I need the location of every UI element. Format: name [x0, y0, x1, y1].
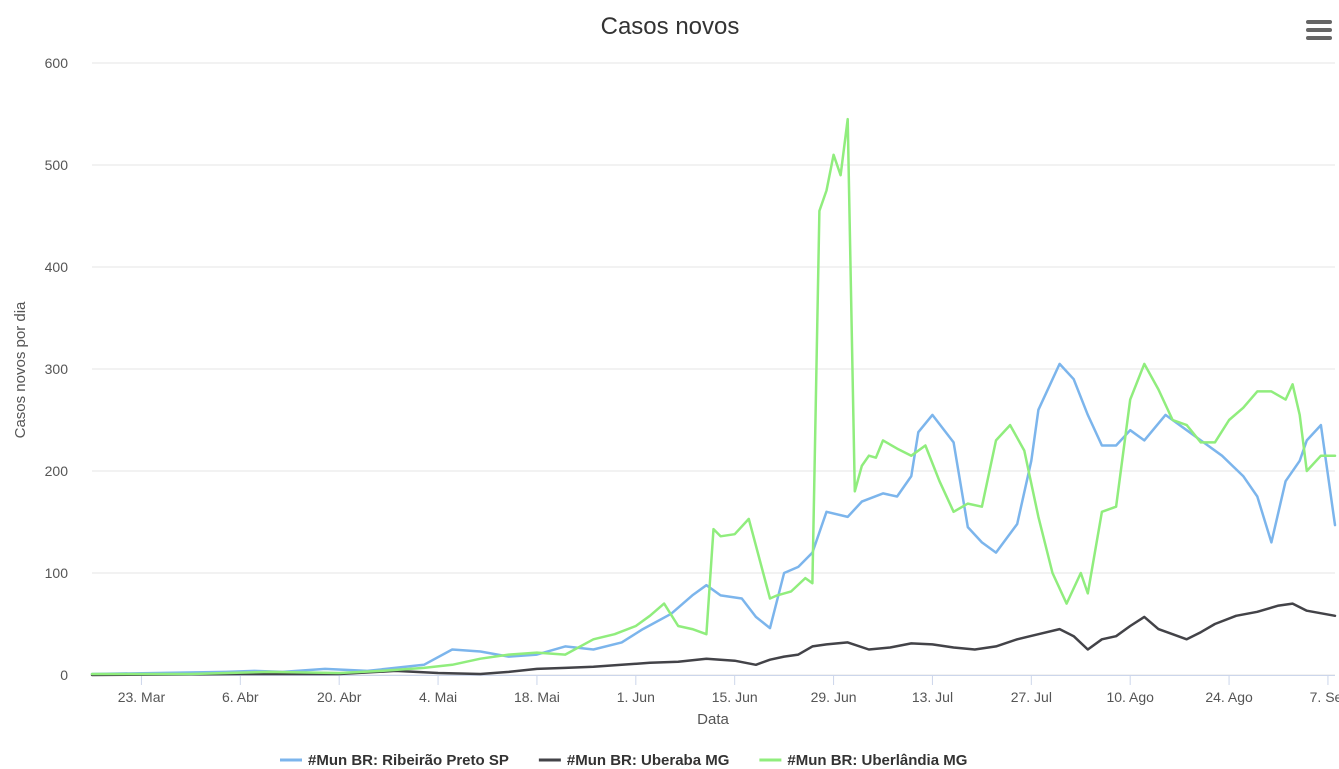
series-lines: [90, 117, 1337, 677]
y-tick-label: 200: [45, 463, 69, 479]
series-line-2: [90, 117, 1337, 676]
legend-item-label: #Mun BR: Ribeirão Preto SP: [308, 752, 509, 769]
y-tick-label: 0: [60, 667, 68, 683]
x-tick-label: 15. Jun: [712, 689, 758, 705]
y-tick-label: 600: [45, 55, 69, 71]
y-axis-ticks: 0 100 200 300 400 500 600: [45, 55, 69, 683]
chart-title: Casos novos: [601, 13, 740, 40]
x-tick-label: 23. Mar: [118, 689, 166, 705]
x-axis-title: Data: [697, 711, 729, 728]
series-line-1: [90, 602, 1337, 677]
y-tick-label: 100: [45, 565, 69, 581]
x-tick-label: 20. Abr: [317, 689, 362, 705]
x-tick-label: 27. Jul: [1011, 689, 1052, 705]
x-tick-label: 1. Jun: [617, 689, 655, 705]
y-tick-label: 400: [45, 259, 69, 275]
series-line-0: [90, 362, 1337, 676]
x-tick-label: 10. Ago: [1106, 689, 1154, 705]
x-tick-label: 24. Ago: [1205, 689, 1253, 705]
y-tick-label: 500: [45, 157, 69, 173]
x-tick-label: 29. Jun: [811, 689, 857, 705]
y-axis-title: Casos novos por dia: [12, 301, 29, 438]
y-tick-label: 300: [45, 361, 69, 377]
x-axis: 23. Mar 6. Abr 20. Abr 4. Mai 18. Mai 1. Jun 1…: [92, 675, 1339, 705]
x-tick-label: 18. Mai: [514, 689, 560, 705]
x-tick-label: 4. Mai: [419, 689, 457, 705]
legend[interactable]: #Mun BR: Ribeirão Preto SP #Mun BR: Ubera…: [280, 752, 967, 769]
grid-lines: [92, 62, 1335, 676]
legend-item-label: #Mun BR: Uberaba MG: [567, 752, 730, 769]
x-tick-label: 13. Jul: [912, 689, 953, 705]
legend-item-label: #Mun BR: Uberlândia MG: [787, 752, 967, 769]
hamburger-menu-icon: [1306, 20, 1332, 24]
chart-menu-button[interactable]: [1306, 20, 1332, 44]
x-tick-label: 6. Abr: [222, 689, 259, 705]
x-tick-label: 7. Set: [1310, 689, 1339, 705]
